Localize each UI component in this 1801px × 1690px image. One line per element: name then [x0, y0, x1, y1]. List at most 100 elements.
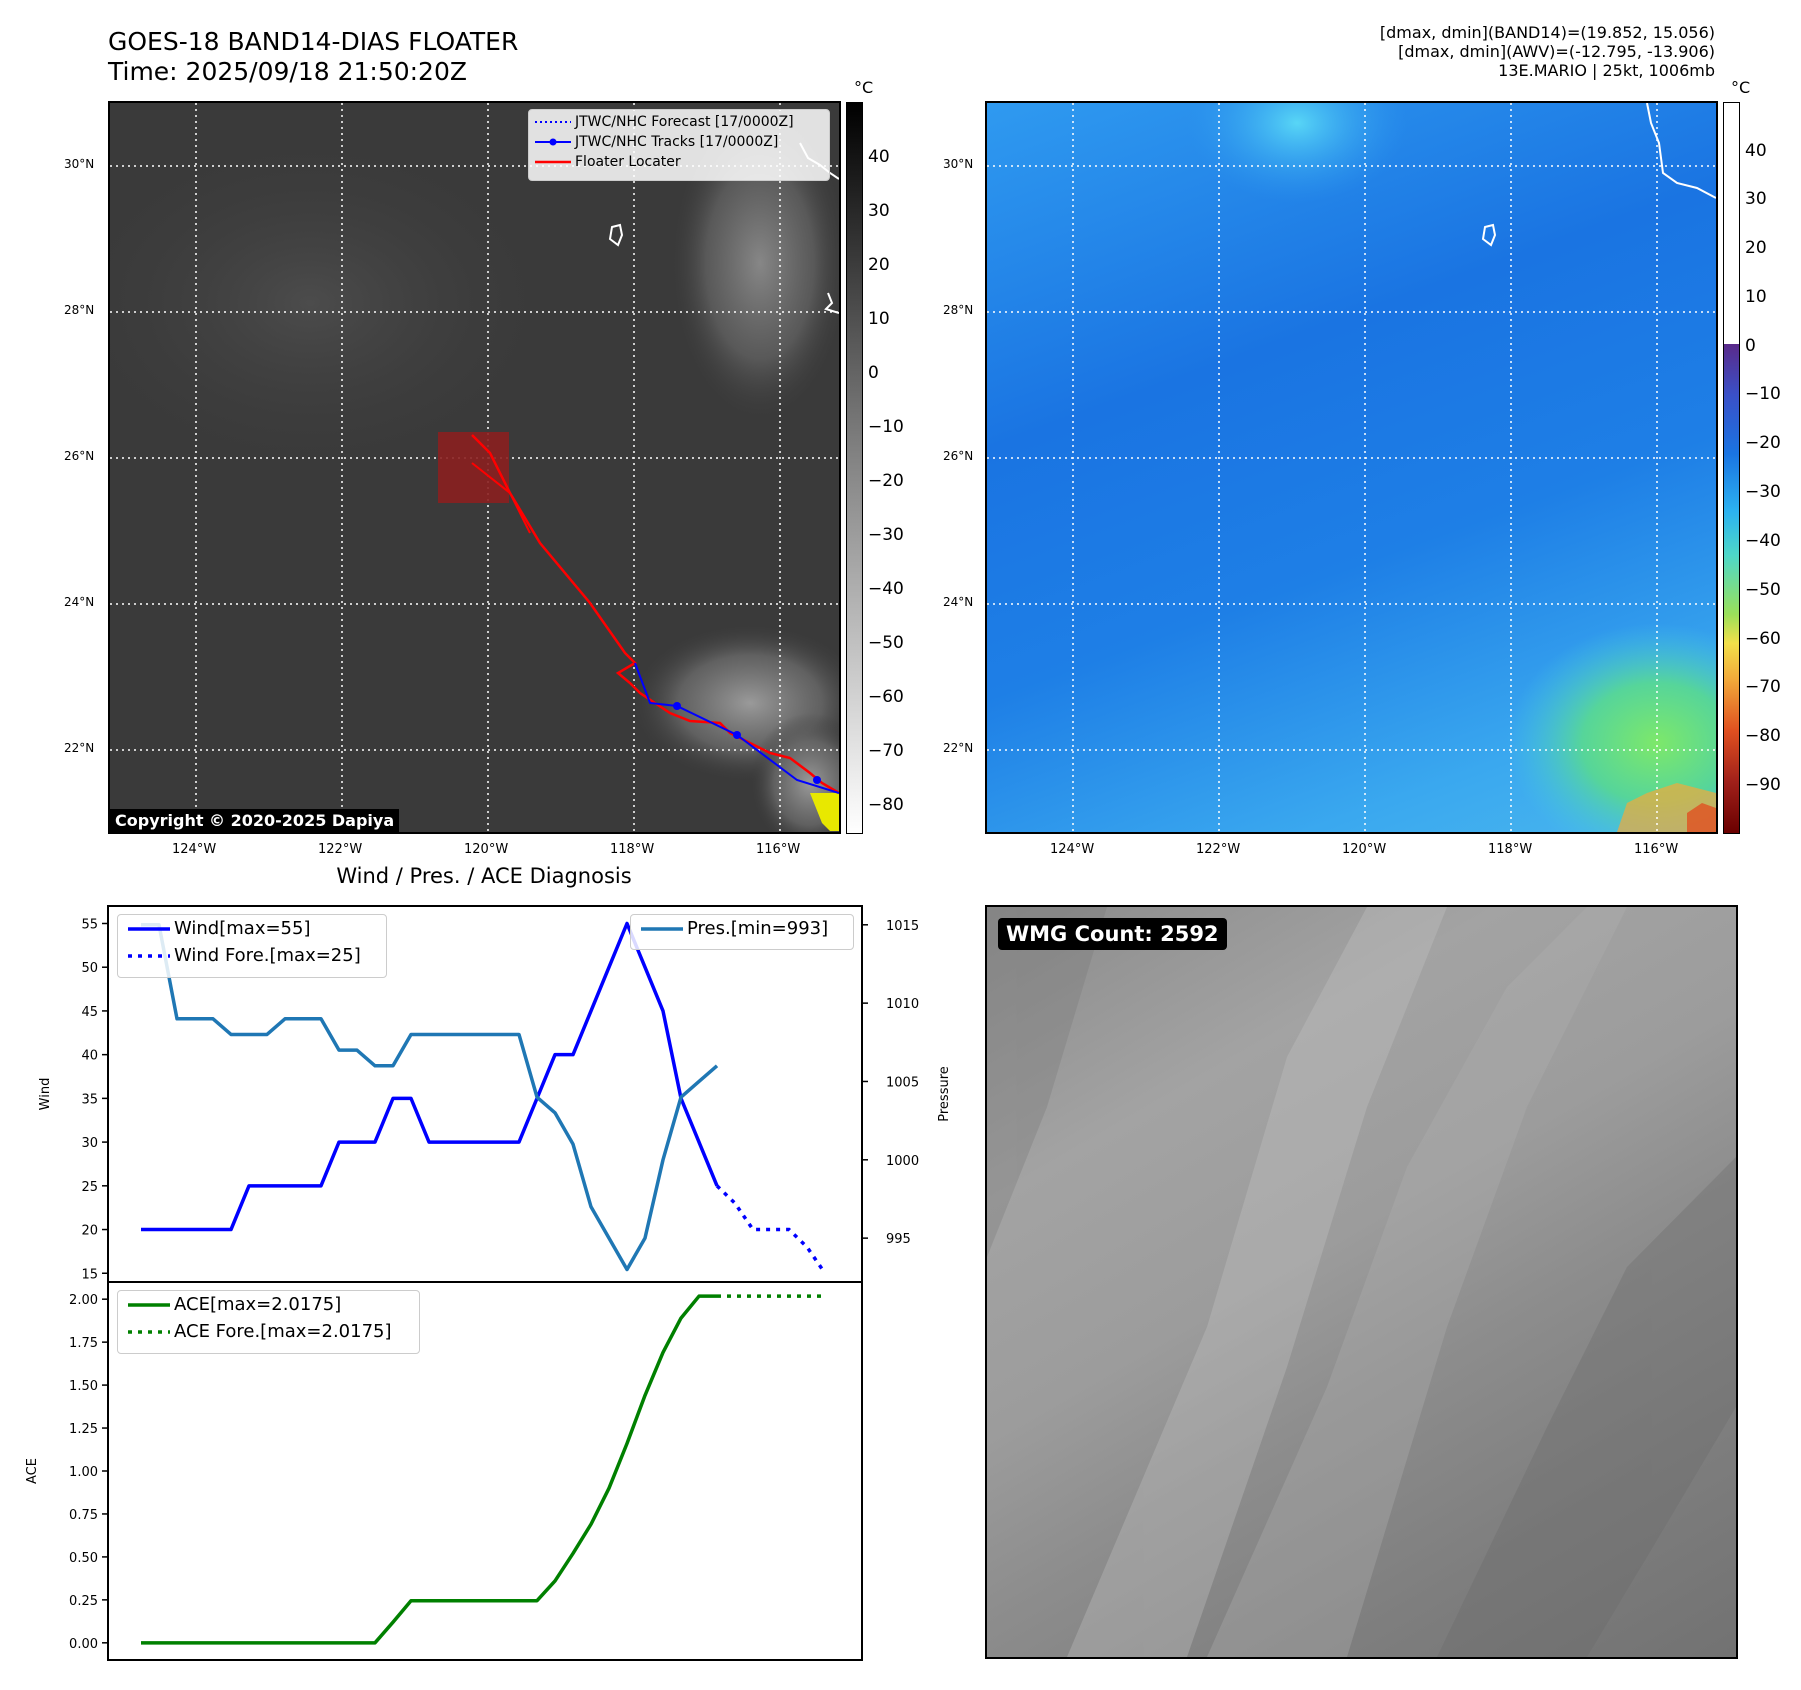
diagnosis-chart: 15 20 25 30 35 40 45 50 55 995 1000 1005 1010 1015 Win…	[25, 905, 952, 1661]
awv-map	[985, 101, 1718, 834]
wind-tick-label: 35	[81, 1092, 98, 1107]
legend-item-wind: Wind[max=55]	[126, 918, 378, 939]
pressure-axis-label: Pressure	[937, 1066, 952, 1122]
colorbar-tick: 0	[868, 363, 879, 383]
info-block: [dmax, dmin](BAND14)=(19.852, 15.056) [d…	[1380, 23, 1715, 80]
colorbar-tick: −90	[1745, 775, 1781, 795]
info-line-awv: [dmax, dmin](AWV)=(-12.795, -13.906)	[1398, 42, 1715, 61]
legend-label-ace: ACE[max=2.0175]	[174, 1294, 342, 1315]
legend-item-ace-fore: ACE Fore.[max=2.0175]	[126, 1321, 411, 1342]
wmg-texture	[987, 907, 1736, 1657]
pressure-series-line	[141, 923, 719, 1272]
colorbar-tick: −20	[868, 471, 904, 491]
awv-lon-label: 122°W	[1196, 842, 1241, 857]
ace-tick-label: 0.75	[69, 1508, 98, 1523]
info-line-band14: [dmax, dmin](BAND14)=(19.852, 15.056)	[1379, 23, 1715, 42]
wind-axis-label: Wind	[38, 1078, 53, 1111]
wmg-count-label: WMG Count: 2592	[998, 918, 1227, 950]
ir-lat-label: 22°N	[64, 741, 95, 755]
wind-tick-label: 50	[81, 961, 98, 976]
legend-label-locater: Floater Locater	[575, 154, 681, 170]
legend-item-ace: ACE[max=2.0175]	[126, 1294, 411, 1315]
colorbar-tick: −50	[1745, 580, 1781, 600]
colorbar-tick: 30	[868, 201, 890, 221]
colorbar-tick: −10	[1745, 384, 1781, 404]
ir-lon-label: 124°W	[172, 842, 217, 857]
awv-lat-label: 30°N	[943, 157, 974, 171]
colorbar-tick: 40	[868, 147, 890, 167]
colorbar-tick: −30	[868, 525, 904, 545]
legend-swatch-wind-fore	[128, 953, 170, 958]
ir-map: JTWC/NHC Forecast [17/0000Z] JTWC/NHC Tr…	[108, 101, 841, 834]
awv-lon-label: 116°W	[1634, 842, 1679, 857]
ir-map-canvas	[110, 103, 839, 832]
nhc-track	[634, 662, 839, 794]
wind-series-line	[141, 921, 719, 1232]
info-line-storm: 13E.MARIO | 25kt, 1006mb	[1498, 61, 1715, 80]
legend-label-tracks: JTWC/NHC Tracks [17/0000Z]	[575, 134, 779, 150]
awv-map-canvas	[987, 103, 1716, 832]
legend-swatch-forecast	[535, 121, 571, 123]
legend-label-wind-fore: Wind Fore.[max=25]	[174, 945, 361, 966]
colorbar-tick: 10	[1745, 287, 1767, 307]
awv-lon-label: 120°W	[1342, 842, 1387, 857]
wind-tick-label: 40	[81, 1049, 98, 1064]
copyright-label: Copyright © 2020-2025 Dapiya	[110, 809, 400, 832]
wind-tick-label: 20	[81, 1224, 98, 1239]
ir-lon-label: 116°W	[756, 842, 801, 857]
wind-legend: Wind[max=55] Wind Fore.[max=25]	[117, 914, 387, 978]
awv-lat-label: 28°N	[943, 303, 974, 317]
legend-label-ace-fore: ACE Fore.[max=2.0175]	[174, 1321, 392, 1342]
colorbar-tick: 30	[1745, 189, 1767, 209]
ace-tick-label: 1.50	[69, 1379, 98, 1394]
ace-tick-label: 0.50	[69, 1551, 98, 1566]
pressure-legend: Pres.[min=993]	[630, 914, 854, 950]
colorbar-tick: 0	[1745, 336, 1756, 356]
legend-item-forecast: JTWC/NHC Forecast [17/0000Z]	[535, 114, 823, 130]
wind-tick-label: 55	[81, 917, 98, 932]
wind-tick-label: 45	[81, 1005, 98, 1020]
colorbar-tick: −60	[868, 687, 904, 707]
colorbar-tick: −80	[1745, 726, 1781, 746]
ace-tick-label: 2.00	[69, 1293, 98, 1308]
wind-tick-label: 25	[81, 1180, 98, 1195]
ir-lat-label: 26°N	[64, 449, 95, 463]
colorbar-tick: −20	[1745, 433, 1781, 453]
legend-swatch-pressure	[641, 926, 683, 931]
ir-lat-label: 30°N	[64, 157, 95, 171]
ace-tick-label: 0.00	[69, 1637, 98, 1652]
legend-swatch-ace	[128, 1302, 170, 1307]
legend-item-wind-fore: Wind Fore.[max=25]	[126, 945, 378, 966]
colorbar-tick: −80	[868, 795, 904, 815]
ace-tick-label: 1.00	[69, 1465, 98, 1480]
colorbar-tick: −70	[1745, 677, 1781, 697]
colorbar-tick: 10	[868, 309, 890, 329]
legend-item-tracks: JTWC/NHC Tracks [17/0000Z]	[535, 134, 823, 150]
colorbar-tick: 20	[1745, 238, 1767, 258]
ace-legend: ACE[max=2.0175] ACE Fore.[max=2.0175]	[117, 1290, 420, 1354]
ace-tick-label: 0.25	[69, 1594, 98, 1609]
legend-swatch-tracks	[535, 138, 571, 146]
figure-title: GOES-18 BAND14-DIAS FLOATER	[108, 27, 519, 56]
pressure-tick-label: 1010	[886, 997, 919, 1012]
legend-label-pressure: Pres.[min=993]	[687, 918, 829, 939]
ir-colorbar-unit: °C	[854, 78, 874, 97]
pressure-tick-label: 1005	[886, 1075, 919, 1090]
legend-swatch-wind	[128, 926, 170, 931]
colorbar-tick: −40	[1745, 531, 1781, 551]
ir-map-legend: JTWC/NHC Forecast [17/0000Z] JTWC/NHC Tr…	[528, 109, 830, 181]
ace-tick-label: 1.75	[69, 1336, 98, 1351]
colorbar-tick: −40	[868, 579, 904, 599]
colorbar-tick: −60	[1745, 629, 1781, 649]
legend-label-wind: Wind[max=55]	[174, 918, 311, 939]
pressure-tick-label: 1015	[886, 919, 919, 934]
colorbar-tick: −30	[1745, 482, 1781, 502]
awv-lon-label: 124°W	[1050, 842, 1095, 857]
island-mark	[608, 223, 624, 247]
colorbar-tick: −50	[868, 633, 904, 653]
legend-swatch-ace-fore	[128, 1329, 170, 1334]
figure-time: Time: 2025/09/18 21:50:20Z	[108, 57, 467, 86]
legend-item-locater: Floater Locater	[535, 154, 823, 170]
pressure-tick-label: 995	[886, 1232, 911, 1247]
ir-lat-label: 28°N	[64, 303, 95, 317]
